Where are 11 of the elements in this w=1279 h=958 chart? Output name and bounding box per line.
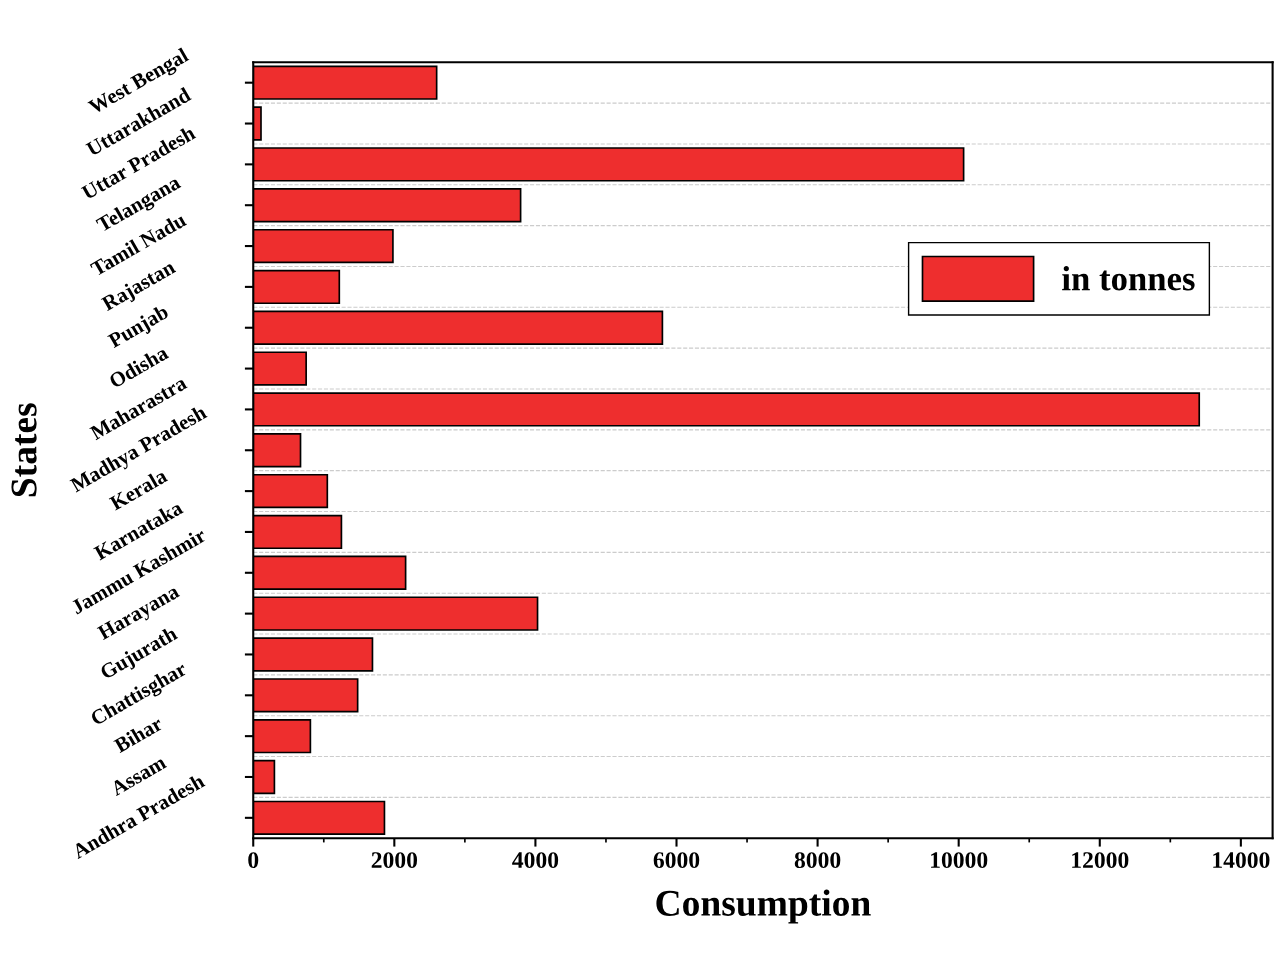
x-axis-title: Consumption bbox=[656, 889, 871, 924]
x-tick-label: 0 bbox=[248, 852, 259, 869]
x-tick-label: 4000 bbox=[512, 852, 559, 869]
y-axis-title: States bbox=[11, 403, 37, 497]
x-tick-label: 14000 bbox=[1213, 852, 1270, 869]
x-tick-label: 8000 bbox=[794, 852, 841, 869]
x-tick-label: 6000 bbox=[653, 852, 700, 869]
x-tick-label: 2000 bbox=[371, 852, 418, 869]
x-tick-label: 10000 bbox=[931, 852, 988, 869]
x-tick-label: 12000 bbox=[1072, 852, 1129, 869]
legend-label: in tonnes bbox=[1062, 266, 1195, 291]
